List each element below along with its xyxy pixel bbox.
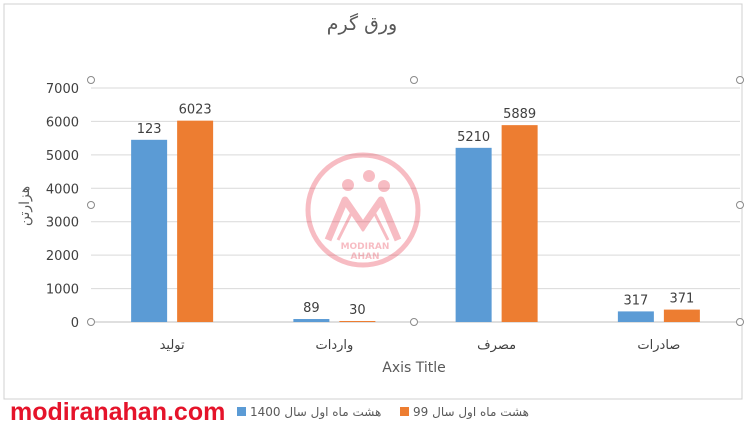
bar-series-1 [131,139,168,322]
logo-text-ahan: AHAN [351,252,380,262]
x-axis-tick-labels: تولید واردات مصرف صادرات [160,338,681,353]
x-tick-label: مصرف [477,338,516,353]
bar-series-2 [177,120,214,322]
modiran-ahan-logo-icon: MODIRAN AHAN [305,152,421,268]
selection-handle[interactable] [736,201,744,209]
chart-title: ورق گرم [327,12,397,35]
legend-label-series-2: هشت ماه اول سال 99 [413,405,529,420]
y-axis-tick-labels: 0 1000 2000 3000 4000 5000 6000 7000 [46,82,79,331]
data-label: 5889 [503,107,536,122]
x-tick-label: صادرات [637,338,680,353]
y-tick-label: 2000 [46,249,79,264]
data-label: 89 [303,301,320,316]
data-labels: 123 6023 89 30 5210 5889 317 371 [137,103,695,318]
data-label: 123 [137,122,162,137]
y-tick-label: 4000 [46,182,79,197]
x-tick-label: واردات [315,338,353,353]
y-tick-label: 7000 [46,82,79,97]
selection-handle[interactable] [736,76,744,84]
legend: هشت ماه اول سال 1400 هشت ماه اول سال 99 [237,405,529,420]
selection-handle[interactable] [87,318,95,326]
x-axis-title: Axis Title [382,360,446,376]
selection-handle[interactable] [410,76,418,84]
y-tick-label: 1000 [46,283,79,298]
data-label: 6023 [179,103,212,118]
chart-area-frame [3,3,743,400]
legend-label-series-1: هشت ماه اول سال 1400 [250,405,381,420]
bar-series-1 [293,319,330,322]
bar-series-2 [339,320,376,322]
selection-handle[interactable] [87,76,95,84]
selection-handle[interactable] [87,201,95,209]
bar-series-1 [455,147,492,322]
selection-handle[interactable] [736,318,744,326]
y-tick-label: 6000 [46,115,79,130]
bar-series-2 [663,309,700,322]
data-label: 30 [349,303,366,318]
logo-text-modiran: MODIRAN [341,242,390,252]
data-label: 317 [623,293,648,308]
plot-area-selection-handles[interactable] [87,76,744,326]
bars [131,120,700,322]
y-tick-label: 0 [71,316,79,331]
legend-swatch-series-2 [400,407,409,416]
y-axis-title: هزارتن [17,186,33,226]
selection-handle[interactable] [410,318,418,326]
x-tick-label: تولید [160,338,185,353]
y-tick-label: 5000 [46,149,79,164]
data-label: 5210 [457,130,490,145]
y-tick-label: 3000 [46,216,79,231]
watermark-site-text: modiranahan.com [10,398,226,426]
data-label: 371 [669,292,694,307]
bar-series-1 [617,311,654,322]
legend-swatch-series-1 [237,407,246,416]
bar-series-2 [501,125,538,322]
